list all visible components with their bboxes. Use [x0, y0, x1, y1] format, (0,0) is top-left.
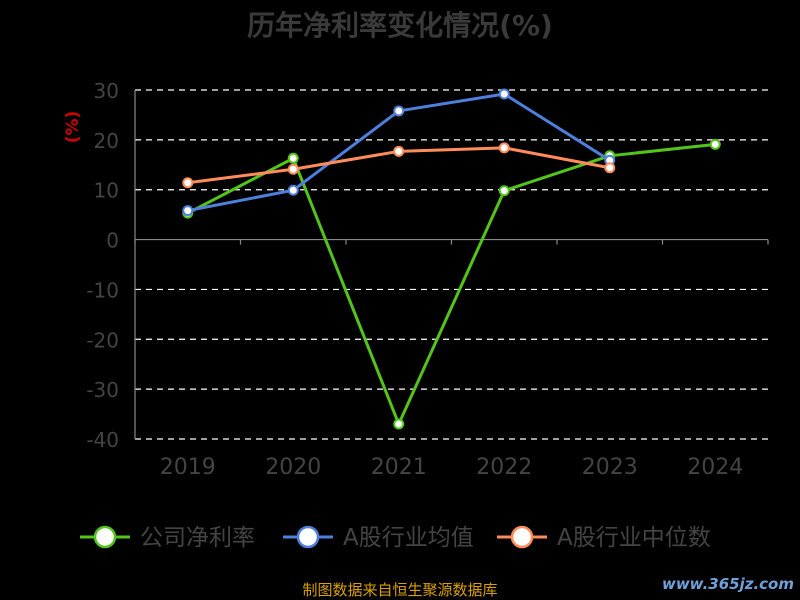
x-tick-label: 2019: [160, 455, 216, 480]
y-tick-label: 20: [94, 129, 119, 153]
y-tick-label: 0: [106, 229, 119, 253]
series-lines: [182, 88, 721, 430]
x-tick-label: 2022: [476, 455, 532, 480]
y-tick-label: -10: [86, 278, 119, 302]
data-point: [498, 142, 510, 154]
data-point: [182, 205, 194, 217]
legend-marker: [510, 525, 534, 549]
x-tick-label: 2021: [371, 455, 427, 480]
y-tick-label: 30: [94, 79, 119, 103]
data-point: [182, 177, 194, 189]
series-line-0: [187, 142, 716, 426]
legend-label: A股行业中位数: [557, 525, 711, 551]
legend-label: A股行业均值: [343, 525, 474, 551]
data-point: [498, 185, 510, 197]
y-axis-label: (%): [63, 111, 83, 144]
legend-marker: [93, 525, 117, 549]
legend-label: 公司净利率: [140, 525, 255, 551]
source-footer: 制图数据来自恒生聚源数据库: [302, 581, 498, 599]
y-tick-label: 10: [94, 179, 119, 203]
data-point: [287, 184, 299, 196]
data-point: [287, 152, 299, 164]
grid-lines: [135, 89, 768, 440]
x-tick-label: 2023: [582, 455, 638, 480]
data-point: [498, 88, 510, 100]
axes: 30 20 10 0 -10 -20 -30 -40 2019 2020 2021 2022 2023 2…: [63, 79, 769, 480]
data-point: [393, 105, 405, 117]
legend-marker: [296, 525, 320, 549]
legend: 公司净利率 A股行业均值 A股行业中位数: [80, 525, 711, 551]
x-tick-label: 2024: [687, 455, 743, 480]
data-point: [287, 163, 299, 175]
y-tick-label: -20: [86, 328, 119, 352]
watermark-logo: www.365jz.com: [661, 575, 794, 593]
y-tick-label: -40: [86, 428, 119, 452]
data-point: [393, 145, 405, 157]
data-point: [604, 162, 616, 174]
x-tick-label: 2020: [265, 455, 321, 480]
data-point: [709, 138, 721, 150]
chart-title: 历年净利率变化情况(%): [247, 9, 553, 42]
data-point: [393, 418, 405, 430]
y-tick-label: -30: [86, 378, 119, 402]
